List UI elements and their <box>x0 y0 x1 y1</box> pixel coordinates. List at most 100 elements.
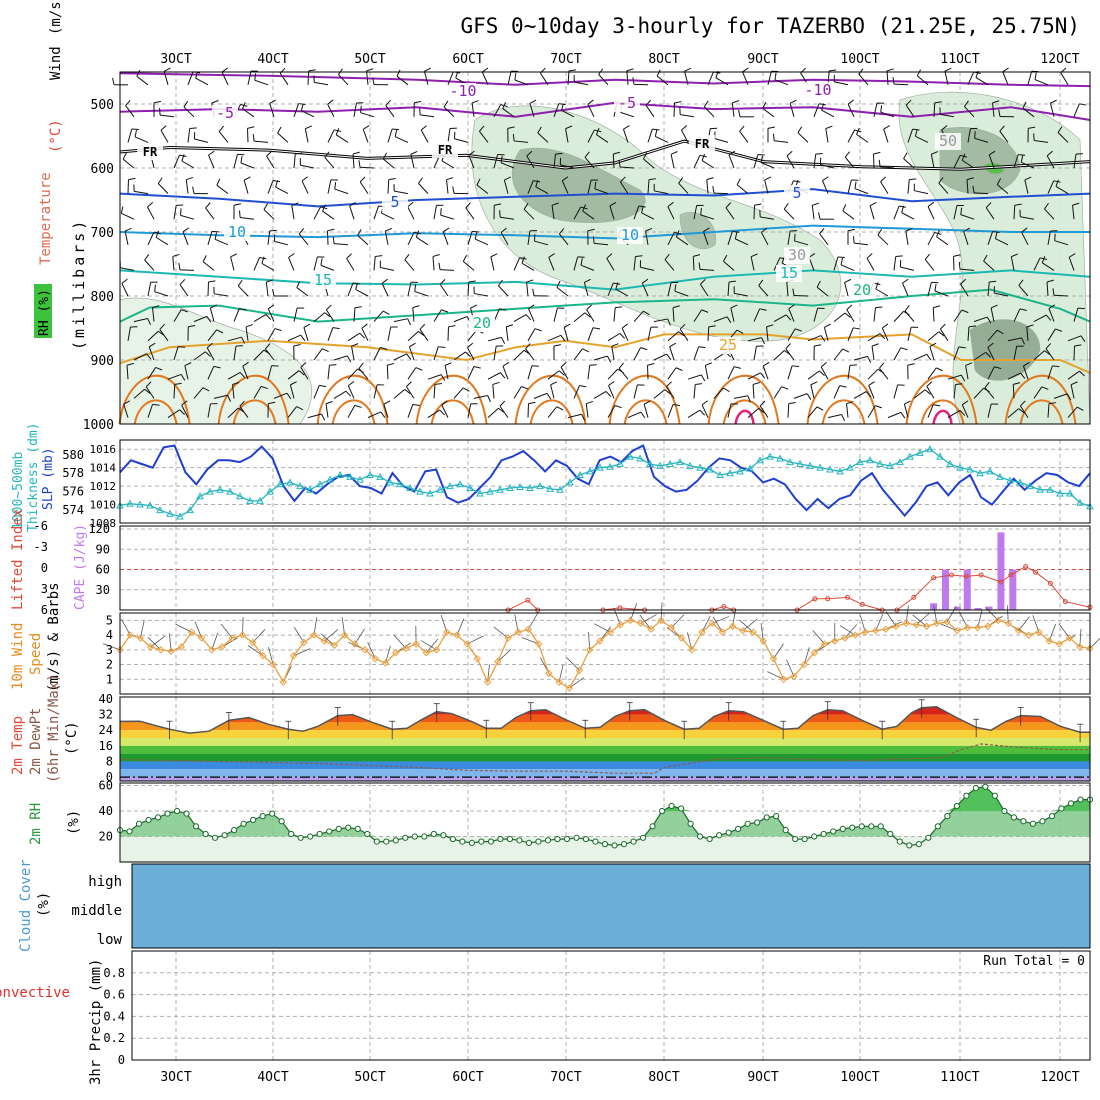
rh-point <box>335 825 342 832</box>
barb-staff <box>966 179 969 194</box>
barb-flag <box>512 133 515 141</box>
wind10m-speed-point <box>626 616 635 625</box>
barb-flag <box>183 100 189 108</box>
barb-staff <box>481 71 489 86</box>
upper-wind-barb <box>878 362 889 380</box>
barb-staff <box>587 179 592 194</box>
pressure-tick-label: 800 <box>91 290 114 305</box>
upper-wind-barb <box>133 317 152 326</box>
barb-staff <box>622 128 629 143</box>
upper-wind-barb <box>526 150 535 169</box>
ylabel-temp2m: 2m Temp <box>10 716 26 775</box>
wind10m-barb <box>320 633 335 646</box>
barb-flag <box>632 77 635 85</box>
barb-flag <box>155 230 160 238</box>
barb-flag <box>265 314 272 320</box>
upper-wind-barb <box>953 309 969 322</box>
contour-label: 5 <box>390 193 399 211</box>
barb-flag <box>500 227 507 233</box>
rh-point <box>849 824 856 831</box>
barb-flag <box>983 254 988 262</box>
upper-wind-barb <box>233 308 247 322</box>
barb-flag <box>242 102 246 109</box>
upper-wind-barb <box>447 325 456 341</box>
barb-staff <box>513 257 521 271</box>
barb-staff <box>813 154 817 169</box>
upper-wind-barb <box>902 278 909 297</box>
slp-tick-label: 1008 <box>90 517 117 530</box>
barb-staff <box>833 312 846 322</box>
temp-color-band <box>120 730 1090 739</box>
barb-staff <box>493 104 502 118</box>
rh-point <box>221 832 228 839</box>
upper-wind-barb <box>762 361 770 380</box>
upper-wind-barb <box>157 177 169 194</box>
barb-flag <box>736 178 741 186</box>
barb-staff <box>901 212 915 220</box>
upper-wind-barb <box>727 280 736 297</box>
barb-staff <box>653 318 668 323</box>
barb-staff <box>233 346 237 361</box>
wind10m-speed-point <box>1055 640 1064 648</box>
barb-flag <box>163 67 171 72</box>
rh-point <box>383 838 390 845</box>
x-tick-label-bottom: 12OCT <box>1040 1070 1079 1085</box>
barb-staff <box>833 385 841 399</box>
wind10m-barb <box>803 647 810 665</box>
upper-wind-barb <box>684 67 692 85</box>
wind10m-barb <box>594 623 611 633</box>
upper-wind-barb <box>154 284 169 297</box>
barb-flag <box>358 362 364 369</box>
barb-staff <box>621 327 629 342</box>
upper-wind-barb <box>645 227 653 245</box>
thickness-point <box>296 482 304 490</box>
barb-staff <box>527 328 536 342</box>
barb-staff <box>373 347 381 361</box>
barb-flag <box>332 236 335 244</box>
wind10m-speed-point <box>892 622 900 630</box>
barb-staff <box>973 316 988 323</box>
upper-wind-barb <box>473 395 491 403</box>
isotherm-hot-arch-inner <box>623 399 668 425</box>
barb-flag <box>346 253 352 259</box>
barb-staff <box>157 183 169 194</box>
barb-flag <box>396 69 401 77</box>
barb-staff <box>759 405 769 418</box>
contour-label: 15 <box>314 271 332 289</box>
upper-wind-barb <box>880 176 889 194</box>
rh-point <box>801 835 808 843</box>
barb-flag <box>706 177 714 181</box>
rh-point <box>915 841 922 848</box>
barb-flag <box>934 101 942 104</box>
barb-staff <box>873 103 878 117</box>
upper-wind-barb <box>607 282 621 297</box>
upper-wind-barb <box>1046 150 1055 169</box>
upper-wind-barb <box>653 389 671 399</box>
upper-wind-barb <box>573 348 589 361</box>
barb-flag <box>966 177 974 181</box>
barb-flag <box>134 129 137 138</box>
barb-staff <box>567 70 570 85</box>
barb-flag <box>869 202 877 207</box>
barb-staff <box>526 155 535 169</box>
barb-flag <box>867 356 872 363</box>
upper-wind-barb <box>929 342 937 361</box>
barb-staff <box>807 406 818 418</box>
barb-flag <box>853 236 855 244</box>
barb-flag <box>847 228 855 232</box>
barb-staff <box>502 108 515 118</box>
barb-flag <box>181 309 188 313</box>
barb-flag <box>758 408 765 414</box>
barb-staff <box>498 285 509 297</box>
contour-label: 20 <box>473 314 491 332</box>
barb-flag <box>844 312 851 318</box>
wind10m-speed-point <box>218 643 226 651</box>
wind10m-barb <box>493 626 509 639</box>
barb-flag <box>361 323 368 329</box>
barb-staff <box>666 386 675 399</box>
barb-staff <box>873 307 876 322</box>
wind10m-barb <box>839 625 856 636</box>
upper-wind-barb <box>747 408 765 418</box>
upper-wind-barb <box>452 186 469 195</box>
upper-wind-barb <box>122 152 135 169</box>
